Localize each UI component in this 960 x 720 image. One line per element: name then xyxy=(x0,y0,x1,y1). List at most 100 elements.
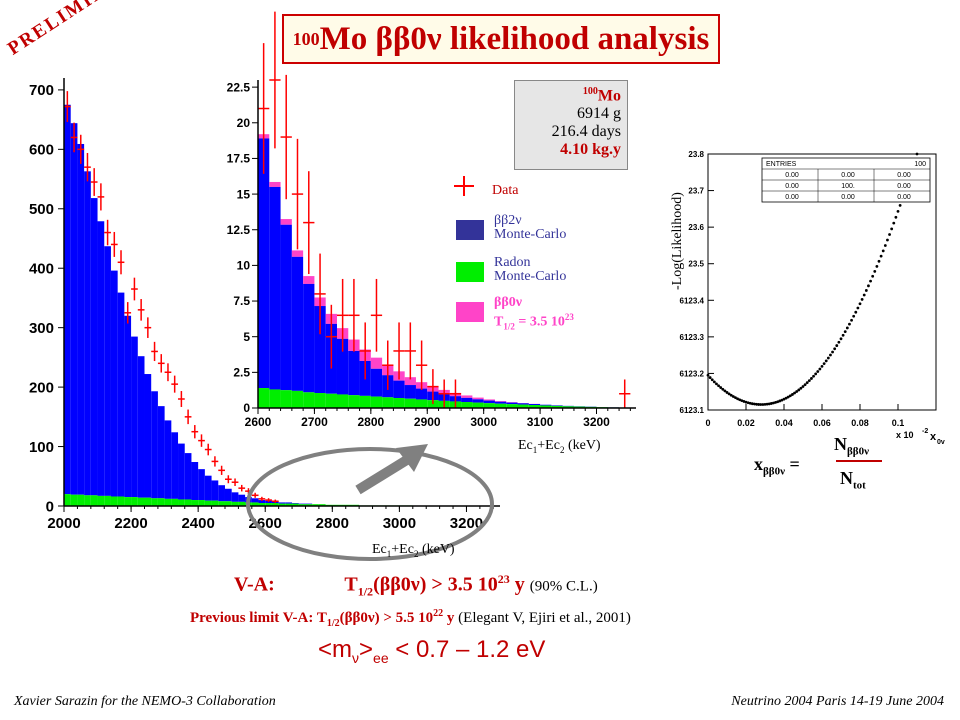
formula-den-sub: tot xyxy=(853,479,866,492)
likelihood-point xyxy=(799,386,803,390)
likelihood-x-tick-label: 0 xyxy=(705,418,710,428)
inset-radon-bar xyxy=(517,404,529,408)
inset-x-tick-label: 3000 xyxy=(470,415,497,429)
inset-radon-bar xyxy=(427,400,439,408)
likelihood-point xyxy=(706,373,710,377)
stats-cell: 0.00 xyxy=(897,172,911,179)
likelihood-point xyxy=(854,310,858,314)
zoom-ellipse xyxy=(246,447,494,561)
main-radon-bar xyxy=(271,503,279,506)
inset-radon-bar xyxy=(472,402,484,408)
formula-lhs: xββ0ν = xyxy=(754,454,800,478)
likelihood-point xyxy=(803,383,807,387)
inset-radon-bar xyxy=(348,395,360,408)
main-radon-bar xyxy=(137,497,145,506)
legend-bb2v-line1: ββ2ν xyxy=(494,213,522,228)
inset-bb2v-bar xyxy=(348,350,360,396)
exposure-info-box: 100Mo 6914 g 216.4 days 4.10 kg.y xyxy=(514,80,628,170)
legend-radon-line1: Radon xyxy=(494,255,531,270)
info-isotope: 100Mo xyxy=(521,83,621,105)
inset-plot: 2600 2700 2800 2900 3000 3100 3200 0 2.5 5 7.5 10 12… xyxy=(227,11,636,429)
result-note: (90% C.L.) xyxy=(529,578,598,595)
inset-bb2v-bar xyxy=(528,404,541,406)
main-bb2v-bar xyxy=(258,500,266,504)
likelihood-point xyxy=(871,274,875,278)
main-y-tick-label: 200 xyxy=(29,379,54,396)
likelihood-point xyxy=(810,377,813,380)
legend-radon-swatch xyxy=(456,262,484,282)
inset-radon-bar xyxy=(280,390,292,408)
likelihood-x-tick-label: 0.02 xyxy=(737,418,755,428)
main-radon-bar xyxy=(265,503,272,506)
main-radon-bar xyxy=(178,499,185,506)
main-bb2v-bar xyxy=(278,502,286,504)
inset-x-tick-label: 2700 xyxy=(301,415,328,429)
likelihood-point xyxy=(774,400,777,404)
stats-cell: 0.00 xyxy=(785,183,799,190)
inset-bb2v-bar xyxy=(551,405,563,406)
inset-bb2v-bar xyxy=(303,283,315,393)
inset-bb2v-bar xyxy=(336,338,349,395)
main-y-tick-label: 300 xyxy=(29,320,54,337)
inset-bb2v-bar xyxy=(291,256,304,391)
main-bb2v-bar xyxy=(238,494,246,502)
legend-bb2v-line2: Monte-Carlo xyxy=(494,227,567,242)
main-xlabel-c: (keV) xyxy=(418,542,455,557)
likelihood-point xyxy=(886,238,889,242)
legend-bb0v-line1: ββ0ν xyxy=(494,295,523,310)
inset-xlabel-sub1: 1 xyxy=(532,444,538,455)
likelihood-point xyxy=(772,401,775,405)
inset-bb0v-bar xyxy=(404,377,416,386)
main-bb2v-bar xyxy=(77,143,85,495)
likelihood-point xyxy=(805,381,809,385)
likelihood-x-tick-label: 0.04 xyxy=(775,418,793,428)
main-radon-bar xyxy=(90,495,98,506)
inset-bb2v-bar xyxy=(461,397,473,403)
main-bb2v-bar xyxy=(204,475,212,501)
inset-x-tick-label: 2600 xyxy=(245,415,272,429)
result-t-sub: 1/2 xyxy=(357,584,374,599)
main-bb2v-bar xyxy=(117,292,125,497)
legend-radon-label: Radon Monte-Carlo xyxy=(494,256,566,284)
likelihood-point xyxy=(869,279,872,283)
likelihood-x-tick-label: 0.08 xyxy=(851,418,869,428)
main-radon-bar xyxy=(184,499,192,506)
inset-radon-bar xyxy=(540,405,552,408)
inset-radon-bar xyxy=(336,394,349,408)
main-bb2v-bar xyxy=(285,502,293,504)
main-bb2v-bar xyxy=(131,336,138,498)
likelihood-point xyxy=(795,390,799,393)
legend-bb0v-sub: 1/2 xyxy=(503,321,515,332)
likelihood-point xyxy=(755,402,758,406)
inset-y-tick-label: 7.5 xyxy=(233,294,250,308)
main-radon-bar xyxy=(157,498,165,506)
inset-x-tick-label: 3200 xyxy=(583,415,610,429)
legend-data-marker xyxy=(454,176,474,196)
mass-c: < 0.7 – 1.2 eV xyxy=(388,636,546,663)
likelihood-y-tick-label: 23.7 xyxy=(688,187,704,196)
main-radon-bar xyxy=(224,501,232,506)
main-radon-bar xyxy=(251,502,259,506)
likelihood-point xyxy=(833,347,837,351)
likelihood-point xyxy=(896,209,900,213)
main-bb2v-bar xyxy=(211,480,219,501)
formula-x: x xyxy=(754,454,763,474)
inset-x-tick-label: 3100 xyxy=(527,415,554,429)
prev-unit: y xyxy=(443,610,455,626)
likelihood-point xyxy=(721,387,725,391)
formula-num-sub: ββ0ν xyxy=(847,445,870,458)
inset-xlabel: Ec1+Ec2 (keV) xyxy=(518,438,601,455)
main-radon-bar xyxy=(70,494,78,506)
inset-bb0v-bar xyxy=(461,395,473,398)
inset-y-tick-label: 22.5 xyxy=(227,80,251,94)
likelihood-point xyxy=(831,350,834,354)
inset-bb0v-bar xyxy=(280,219,292,225)
likelihood-point xyxy=(841,333,845,337)
inset-y-tick-label: 10 xyxy=(237,259,251,273)
info-isotope-sup: 100 xyxy=(582,86,598,97)
result-expr: (ββ0ν) > 3.5 10 xyxy=(373,573,498,596)
likelihood-point xyxy=(801,385,805,388)
likelihood-point xyxy=(759,403,763,406)
zoom-arrow-head xyxy=(396,444,428,472)
inset-y-tick-label: 20 xyxy=(237,116,251,130)
